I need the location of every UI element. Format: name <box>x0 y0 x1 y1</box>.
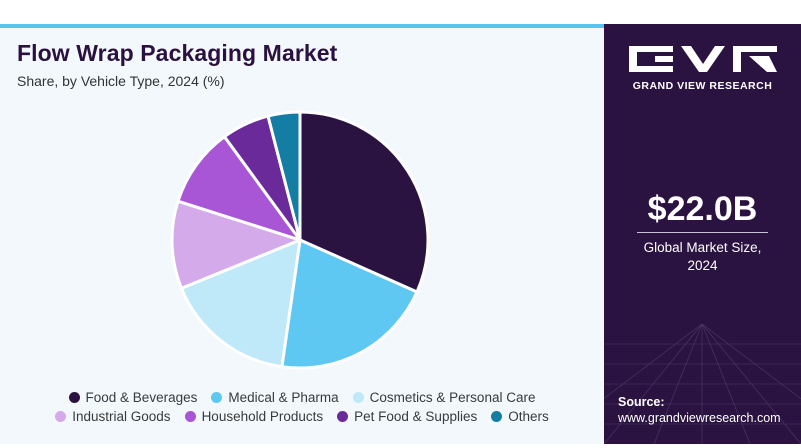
legend-label: Pet Food & Supplies <box>354 409 478 424</box>
grid-decoration <box>604 324 801 444</box>
legend-swatch <box>55 411 67 422</box>
legend-label: Medical & Pharma <box>228 390 339 405</box>
logo-text: GRAND VIEW RESEARCH <box>632 80 773 92</box>
source-label: Source: <box>618 395 665 409</box>
pie-slice-others <box>266 110 302 242</box>
market-size-label-line1: Global Market Size, <box>643 240 762 255</box>
pie-slice-medical-pharma <box>280 238 419 370</box>
legend-row-2: Industrial Goods Household Products Pet … <box>0 409 604 424</box>
legend-label: Household Products <box>201 409 324 424</box>
legend-item-pet-food-supplies: Pet Food & Supplies <box>337 409 477 424</box>
legend-item-others: Others <box>491 409 549 424</box>
legend-swatch <box>68 392 80 403</box>
market-size-value: $22.0B <box>647 190 758 228</box>
legend-item-food-beverages: Food & Beverages <box>68 390 198 405</box>
legend-item-industrial-goods: Industrial Goods <box>55 409 171 424</box>
legend-swatch <box>211 392 223 403</box>
legend-label: Industrial Goods <box>72 409 171 424</box>
legend-item-cosmetics-personal-care: Cosmetics & Personal Care <box>352 390 536 405</box>
legend-swatch <box>491 411 503 422</box>
grand-view-research-logo <box>629 46 777 72</box>
pie-slice-household-products <box>176 135 302 242</box>
legend-item-household-products: Household Products <box>184 409 324 424</box>
pie-slice-food-beverages <box>298 110 430 294</box>
pie-chart <box>170 110 430 370</box>
legend-label: Food & Beverages <box>85 390 198 405</box>
pie-slice-industrial-goods <box>170 199 302 290</box>
legend-label: Others <box>508 409 549 424</box>
legend-item-medical-pharma: Medical & Pharma <box>211 390 339 405</box>
pie-slice-cosmetics-personal-care <box>179 238 302 369</box>
accent-bar <box>0 24 604 28</box>
market-size-label: Global Market Size, 2024 <box>626 239 779 275</box>
chart-title: Flow Wrap Packaging Market <box>17 40 338 66</box>
legend-label: Cosmetics & Personal Care <box>369 390 536 405</box>
market-size-label-line2: 2024 <box>687 258 718 273</box>
sidebar-panel: GRAND VIEW RESEARCH $22.0B Global Market… <box>604 24 801 444</box>
legend-swatch <box>337 411 349 422</box>
chart-subtitle: Share, by Vehicle Type, 2024 (%) <box>17 73 225 89</box>
source-link[interactable]: www.grandviewresearch.com <box>618 411 781 425</box>
divider <box>637 232 768 233</box>
legend-swatch <box>184 411 196 422</box>
legend-swatch <box>352 392 364 403</box>
legend-row-1: Food & Beverages Medical & Pharma Cosmet… <box>0 390 604 405</box>
